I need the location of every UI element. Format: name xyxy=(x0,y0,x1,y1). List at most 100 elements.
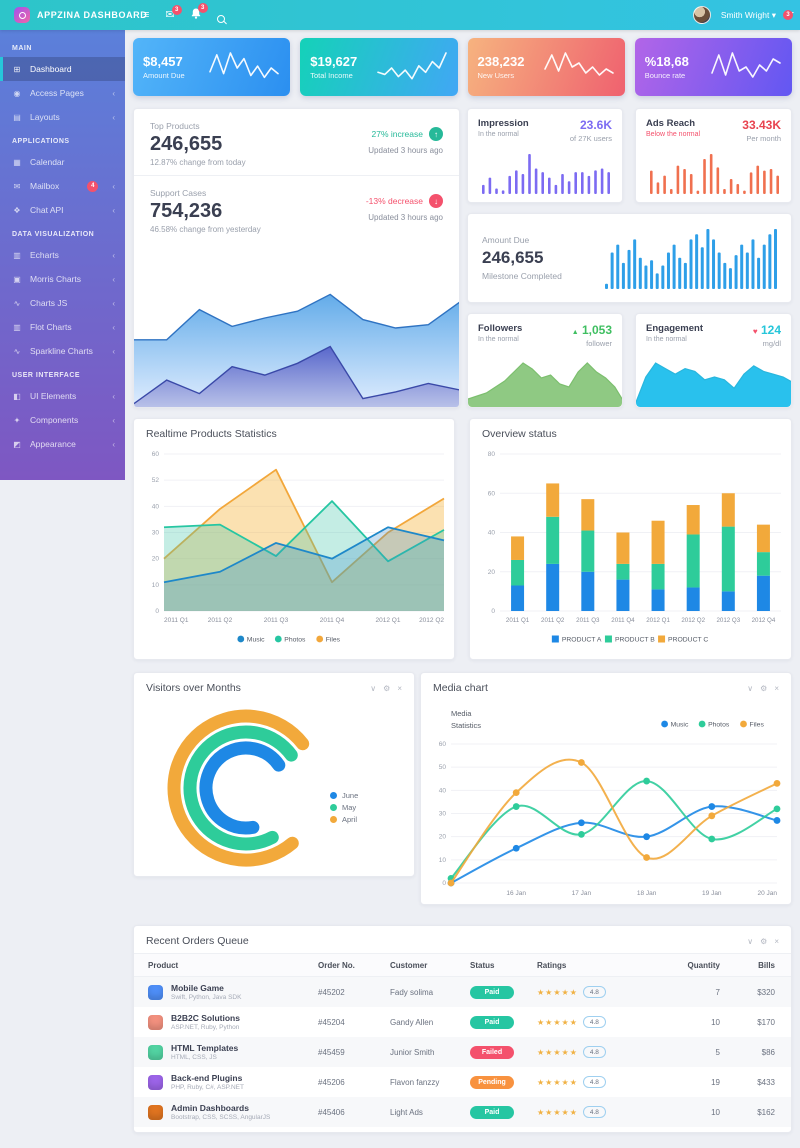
svg-text:60: 60 xyxy=(488,490,496,497)
stat-sparkline xyxy=(208,47,280,87)
bills-value: $162 xyxy=(757,1107,775,1117)
sparkline-svg xyxy=(543,52,614,76)
settings-gear-icon[interactable]: ⚙ xyxy=(760,936,768,946)
sidebar-item-mailbox[interactable]: ✉ Mailbox 4 ‹ xyxy=(0,174,125,198)
settings-gear-icon[interactable]: ⚙ xyxy=(760,683,768,693)
sidebar-item-ui-elements[interactable]: ◧ UI Elements ‹ xyxy=(0,384,125,408)
rating-stars: ★★★★★ xyxy=(537,1077,578,1087)
legend-item[interactable]: PRODUCT B xyxy=(604,635,655,644)
area-svg xyxy=(636,362,791,407)
product-name: B2B2C Solutions xyxy=(171,1013,240,1023)
collapse-icon[interactable]: ∨ xyxy=(747,683,754,693)
settings-gear-icon[interactable]: ⚙ xyxy=(383,683,391,693)
legend-item[interactable]: Photos xyxy=(274,635,306,644)
stat-card-amount-due[interactable]: $8,457 Amount Due xyxy=(133,38,291,96)
legend-item-april[interactable]: April xyxy=(330,815,358,824)
legend-item-may[interactable]: May xyxy=(330,803,358,812)
sidebar-item-flot-charts[interactable]: ▥ Flot Charts ‹ xyxy=(0,315,125,339)
area-svg xyxy=(468,362,622,407)
sidebar-item-label: Calendar xyxy=(30,157,65,167)
card-subtitle: Below the normal xyxy=(646,131,701,138)
svg-text:0: 0 xyxy=(442,880,446,887)
legend-item-june[interactable]: June xyxy=(330,791,358,800)
table-row[interactable]: Admin Dashboards Bootstrap, CSS, SCSS, An… xyxy=(134,1097,791,1127)
svg-text:18 Jan: 18 Jan xyxy=(637,890,657,897)
status-badge: Failed xyxy=(470,1045,514,1059)
svg-text:20 Jan: 20 Jan xyxy=(757,890,777,897)
card-title: Realtime Products Statistics xyxy=(146,428,277,440)
card-unit: mg/dl xyxy=(762,339,781,348)
product-icon xyxy=(148,1014,163,1030)
stat-label: New Users xyxy=(477,71,515,80)
close-icon[interactable]: × xyxy=(774,683,779,693)
sidebar-item-access-pages[interactable]: ◉ Access Pages ‹ xyxy=(0,81,125,105)
stat-card-bounce-rate[interactable]: %18,68 Bounce rate xyxy=(634,38,792,96)
user-menu[interactable]: Smith Wright ▾ xyxy=(720,9,776,20)
chevron-left-icon: ‹ xyxy=(112,88,115,98)
legend-item[interactable]: Photos xyxy=(698,720,730,729)
svg-text:Photos: Photos xyxy=(284,637,306,644)
table-row[interactable]: B2B2C Solutions ASP.NET, Ruby, Python #452… xyxy=(134,1007,791,1037)
svg-text:2012 Q3: 2012 Q3 xyxy=(716,617,740,624)
chevron-left-icon: ‹ xyxy=(112,298,115,308)
stat-label: Bounce rate xyxy=(644,71,686,80)
top-products-card: Top Products 246,655 12.87% change from … xyxy=(133,108,460,408)
table-row[interactable]: Mobile Game Swift, Python, Java SDK #45202… xyxy=(134,977,791,1007)
stat-card-total-income[interactable]: $19,627 Total Income xyxy=(300,38,458,96)
stat-card-new-users[interactable]: 238,232 New Users xyxy=(467,38,625,96)
sidebar-item-sparkline-charts[interactable]: ∿ Sparkline Charts ‹ xyxy=(0,339,125,363)
arrow-down-icon: ↓ xyxy=(429,194,443,208)
stat-label: Total Income xyxy=(310,71,353,80)
mailbox-badge: 4 xyxy=(87,180,99,192)
card-title: Ads Reach xyxy=(646,118,696,129)
user-avatar[interactable] xyxy=(692,6,711,24)
followers-area-chart xyxy=(468,357,622,407)
card-title: Amount Due xyxy=(482,235,530,245)
sidebar-item-charts-js[interactable]: ∿ Charts JS ‹ xyxy=(0,291,125,315)
bills-value: $433 xyxy=(757,1077,775,1087)
sidebar-item-components[interactable]: ✦ Components ‹ xyxy=(0,408,125,432)
legend-item[interactable]: Files xyxy=(740,720,764,729)
status-badge: Paid xyxy=(470,1015,514,1029)
sidebar-item-appearance[interactable]: ◩ Appearance ‹ xyxy=(0,432,125,456)
close-icon[interactable]: × xyxy=(397,683,402,693)
sidebar-item-dashboard[interactable]: ⊞ Dashboard xyxy=(0,57,125,81)
menu-toggle-icon[interactable]: ≡ xyxy=(143,8,150,21)
stat-value: $19,627 xyxy=(310,54,358,69)
collapse-icon[interactable]: ∨ xyxy=(747,936,754,946)
chevron-left-icon: ‹ xyxy=(112,322,115,332)
status-badge: Paid xyxy=(470,985,514,999)
messages-badge: 3 xyxy=(171,4,182,15)
engagement-area-chart xyxy=(636,357,791,407)
sidebar-item-calendar[interactable]: ▦ Calendar xyxy=(0,150,125,174)
visitors-card: Visitors over Months ∨ ⚙ × June May April xyxy=(133,672,415,877)
lock-icon: ◉ xyxy=(13,88,21,98)
legend-item[interactable]: Music xyxy=(237,635,265,644)
sidebar-item-morris-charts[interactable]: ▣ Morris Charts ‹ xyxy=(0,267,125,291)
table-row[interactable]: HTML Templates HTML, CSS, JS #45459 Junior … xyxy=(134,1037,791,1067)
notifications-bell-icon[interactable]: 3 xyxy=(191,3,208,22)
visitors-legend: June May April xyxy=(330,791,358,824)
card-unit: of 27K users xyxy=(569,134,612,143)
legend-item[interactable]: Files xyxy=(316,635,341,644)
svg-text:2011 Q4: 2011 Q4 xyxy=(611,617,635,624)
card-subtitle: Milestone Completed xyxy=(482,271,562,281)
table-row[interactable]: Back-end Plugins PHP, Ruby, C#, ASP.NET #4… xyxy=(134,1067,791,1097)
legend-item[interactable]: PRODUCT C xyxy=(658,635,708,644)
radial-chart-svg xyxy=(167,709,310,867)
collapse-icon[interactable]: ∨ xyxy=(370,683,377,693)
brand[interactable]: APPZINA DASHBOARD xyxy=(0,7,147,23)
legend-item[interactable]: Music xyxy=(661,720,689,729)
metric-change: 12.87% change from today xyxy=(150,158,246,167)
sidebar-item-chat-api[interactable]: ❖ Chat API ‹ xyxy=(0,198,125,222)
legend-item[interactable]: PRODUCT A xyxy=(551,635,602,644)
messages-icon[interactable]: ✉ 3 xyxy=(165,4,182,21)
sidebar-item-layouts[interactable]: ▤ Layouts ‹ xyxy=(0,105,125,129)
column-header: Ratings xyxy=(537,960,567,970)
close-icon[interactable]: × xyxy=(774,936,779,946)
status-badge: Paid xyxy=(470,1105,514,1119)
card-unit: Per month xyxy=(746,134,781,143)
app-logo-icon xyxy=(14,7,30,23)
sidebar-item-echarts[interactable]: ▥ Echarts ‹ xyxy=(0,243,125,267)
